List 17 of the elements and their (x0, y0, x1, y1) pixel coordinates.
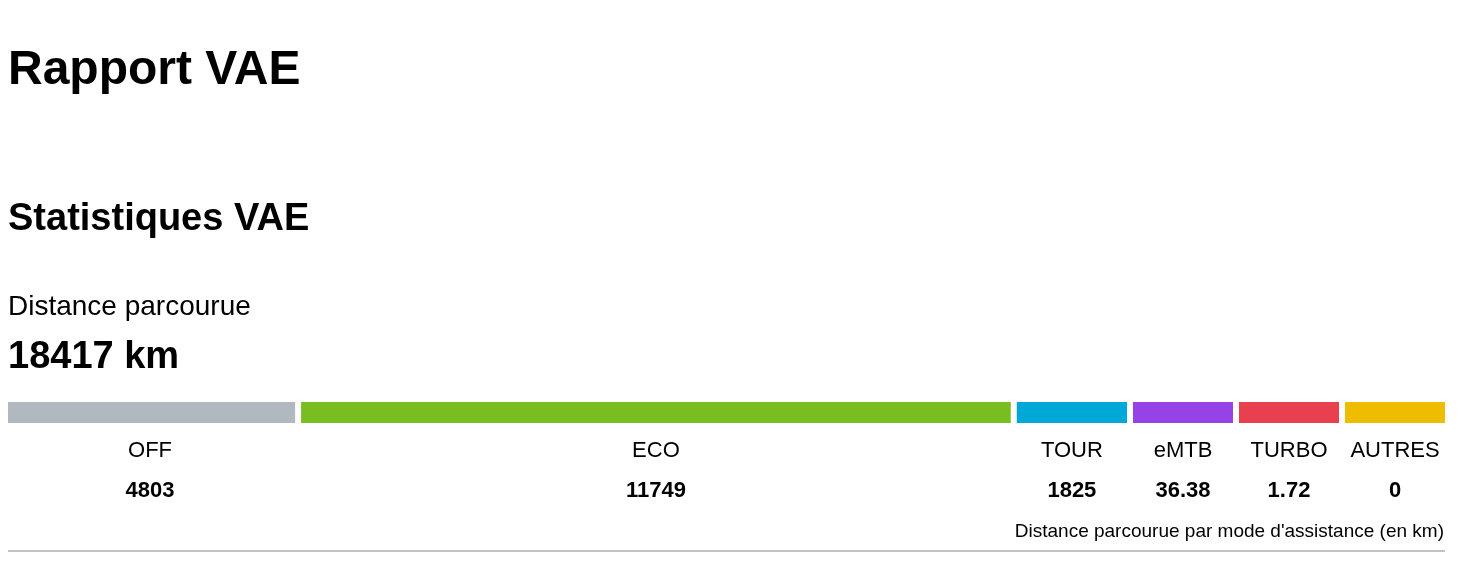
category-label: eMTB (1153, 437, 1213, 462)
text: Statistiques VAE (8, 196, 310, 238)
data-label: 4803 (125, 477, 175, 502)
category-label: AUTRES (1350, 437, 1440, 462)
category-label: ECO (632, 437, 680, 462)
text: Distance parcourue par mode d'assistance (en km) (1014, 520, 1444, 541)
text: Rapport VAE (8, 41, 301, 94)
category-label: TOUR (1040, 437, 1103, 462)
category-label: TURBO (1250, 437, 1328, 462)
data-label: 1825 (1047, 477, 1097, 502)
data-label: 0 (1388, 477, 1402, 502)
data-label: 11749 (625, 477, 686, 502)
category-label: OFF (128, 437, 173, 462)
data-label: 36.38 (1155, 477, 1211, 502)
data-label: 1.72 (1267, 477, 1311, 502)
text: 18417 km (8, 334, 180, 376)
text: Distance parcourue (8, 290, 251, 321)
